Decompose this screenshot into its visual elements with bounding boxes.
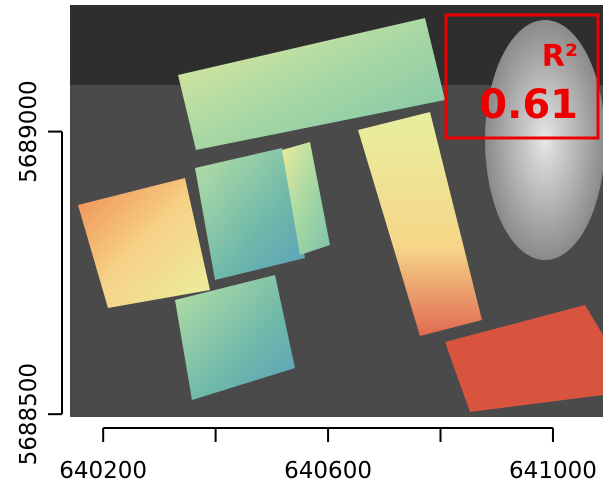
annotation-value: 0.61 bbox=[479, 82, 578, 128]
y-tick-label: 5688500 bbox=[16, 363, 42, 465]
x-tick-label: 640600 bbox=[284, 458, 372, 484]
annotation-title: R² bbox=[542, 39, 578, 74]
raster bbox=[70, 5, 603, 417]
x-tick-label: 640200 bbox=[59, 458, 147, 484]
x-tick-label: 641000 bbox=[509, 458, 597, 484]
y-tick-label: 5689000 bbox=[16, 80, 42, 182]
map: 640200 640600 641000 5688500 5689000 R² 0.61 bbox=[0, 0, 603, 492]
